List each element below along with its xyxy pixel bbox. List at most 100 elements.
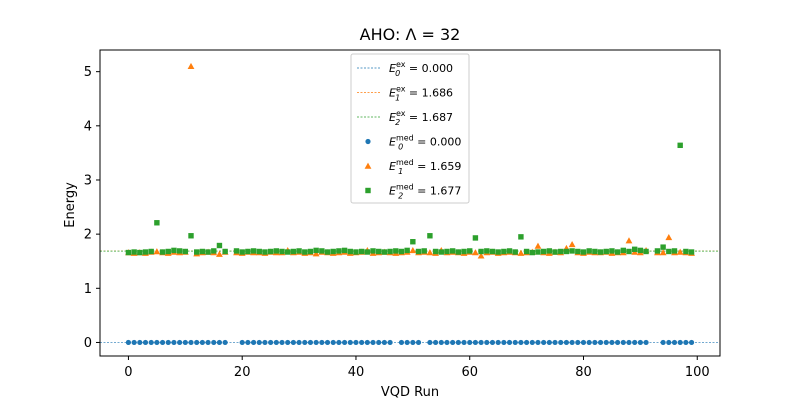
data-point: [319, 248, 325, 254]
data-point: [444, 248, 450, 255]
data-point: [182, 339, 188, 346]
data-point: [410, 239, 416, 245]
data-point: [455, 249, 462, 255]
data-point: [677, 142, 683, 149]
legend-entry-e0-ex: Eex 0 = 0.000: [389, 60, 453, 78]
data-point: [432, 339, 439, 346]
data-point: [142, 249, 149, 255]
data-point: [381, 339, 388, 346]
data-point: [370, 339, 376, 346]
data-point: [176, 248, 183, 254]
data-point: [495, 339, 501, 346]
y-axis-label: Energy: [63, 182, 78, 228]
data-point: [211, 248, 217, 254]
legend-marker-swatch: [365, 138, 371, 145]
legend-entry-e2-ex: Eex 2 = 1.687: [389, 109, 453, 127]
data-point: [268, 339, 274, 346]
data-point: [137, 249, 143, 256]
legend-box: [350, 53, 470, 204]
data-point: [444, 339, 450, 346]
data-point: [262, 249, 268, 255]
data-point: [290, 339, 296, 346]
x-tick-label: 40: [348, 365, 365, 380]
data-point: [671, 248, 678, 254]
data-point: [307, 339, 314, 346]
data-point: [626, 248, 632, 255]
data-point: [489, 339, 496, 346]
data-point: [609, 248, 615, 254]
data-point: [171, 339, 177, 346]
data-point: [336, 339, 342, 346]
data-point: [580, 339, 587, 346]
data-point: [142, 339, 149, 346]
data-point: [211, 339, 217, 346]
data-point: [461, 248, 467, 255]
data-point: [324, 249, 331, 255]
data-point: [484, 248, 490, 254]
data-point: [398, 339, 405, 346]
data-point: [546, 339, 552, 346]
data-point: [205, 249, 211, 255]
data-point: [512, 339, 518, 346]
data-point: [353, 339, 359, 346]
x-axis-label: VQD Run: [381, 385, 439, 400]
data-point: [569, 248, 575, 254]
data-point: [415, 248, 422, 255]
data-point: [603, 248, 609, 255]
data-point: [626, 339, 632, 346]
data-point: [586, 248, 592, 254]
data-point: [387, 248, 393, 255]
data-point: [312, 250, 320, 257]
data-point: [330, 248, 336, 255]
legend-marker-swatch: [365, 187, 371, 194]
data-point: [205, 339, 211, 346]
data-point: [239, 249, 245, 255]
data-point: [239, 339, 245, 346]
data-point: [666, 339, 672, 346]
data-point: [592, 248, 598, 255]
data-point: [421, 248, 427, 254]
data-point: [187, 62, 195, 69]
y-tick-label: 4: [84, 119, 92, 134]
data-point: [125, 339, 132, 346]
data-point: [575, 339, 581, 346]
data-point: [387, 339, 393, 346]
data-point: [609, 339, 615, 346]
data-point: [125, 249, 132, 256]
data-point: [290, 248, 297, 255]
data-point: [477, 252, 485, 259]
data-point: [404, 247, 410, 254]
data-point: [216, 339, 223, 346]
data-point: [660, 339, 666, 346]
data-point: [324, 339, 331, 346]
data-point: [614, 249, 621, 255]
data-point: [285, 249, 291, 255]
data-point: [330, 339, 336, 346]
data-point: [529, 249, 535, 256]
data-point: [534, 242, 542, 249]
legend-entry-e2-med: Emed 2 = 1.677: [389, 183, 461, 201]
data-point: [171, 247, 177, 254]
data-point: [449, 248, 456, 254]
data-point: [563, 339, 570, 346]
data-point: [643, 339, 649, 346]
data-point: [194, 339, 200, 346]
data-point: [501, 248, 507, 255]
data-point: [319, 339, 325, 346]
data-point: [631, 246, 638, 253]
data-point: [353, 249, 359, 255]
data-point: [273, 339, 279, 346]
data-point: [478, 248, 484, 255]
data-point: [148, 248, 154, 255]
data-point: [364, 339, 370, 346]
data-point: [676, 248, 684, 255]
data-point: [478, 339, 484, 346]
data-point: [512, 249, 518, 255]
data-point: [683, 248, 689, 255]
data-point: [233, 248, 240, 254]
data-point: [637, 339, 643, 346]
data-point: [427, 233, 433, 239]
data-point: [518, 339, 524, 346]
data-point: [484, 339, 490, 346]
data-point: [683, 339, 689, 346]
